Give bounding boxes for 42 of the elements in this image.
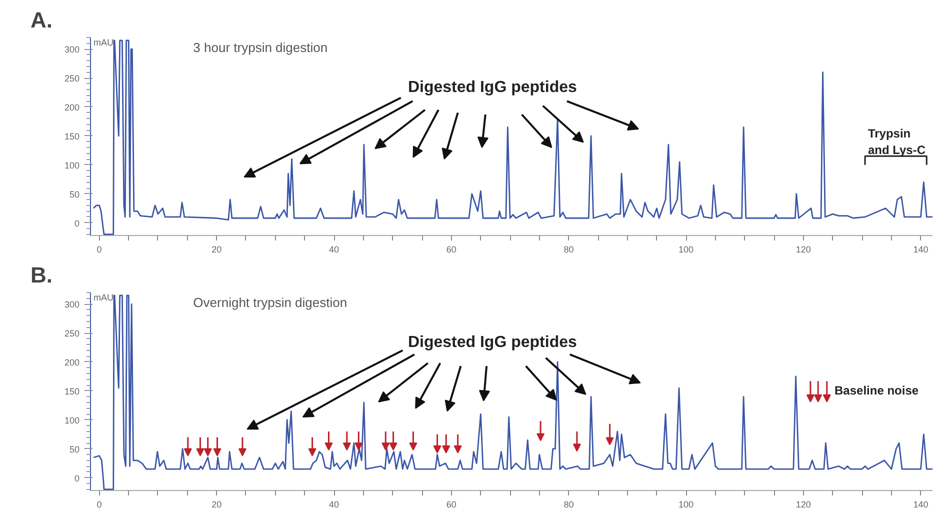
x-tick-label: 100 xyxy=(678,500,694,510)
y-tick-label: 200 xyxy=(64,357,80,368)
annotation: Baseline noise xyxy=(834,383,919,398)
x-tick-label: 40 xyxy=(329,244,340,254)
x-tick-label: 120 xyxy=(796,500,811,510)
y-tick-label: 0 xyxy=(74,473,80,484)
chart-title: B. xyxy=(30,262,52,288)
x-tick-label: 0 xyxy=(96,244,102,254)
x-tick-label: 0 xyxy=(96,500,102,510)
annotation: Digested IgG peptides xyxy=(408,78,577,96)
y-tick-label: 100 xyxy=(64,160,80,170)
line-series xyxy=(92,294,932,490)
x-tick-label: 60 xyxy=(446,500,456,510)
annotation: Trypsin and Lys-C xyxy=(868,126,926,158)
y-tick-label: 50 xyxy=(69,444,80,454)
y-axis-title: mAU xyxy=(94,38,114,48)
chart-subtitle: Overnight trypsin digestion xyxy=(193,294,348,310)
y-tick-label: 0 xyxy=(74,218,80,228)
chart-subtitle: 3 hour trypsin digestion xyxy=(193,40,328,55)
y-tick-label: 50 xyxy=(69,189,80,200)
y-axis-title: mAU xyxy=(94,292,114,302)
x-tick-label: 140 xyxy=(913,244,928,254)
y-tick-label: 300 xyxy=(64,300,80,310)
y-tick-label: 150 xyxy=(64,131,80,142)
y-tick-label: 150 xyxy=(64,386,80,396)
x-tick-label: 20 xyxy=(212,244,222,254)
annotation: Digested IgG peptides xyxy=(408,334,577,351)
y-tick-label: 100 xyxy=(64,415,80,426)
x-tick-label: 80 xyxy=(564,244,574,254)
line-series xyxy=(92,40,932,236)
y-tick-label: 300 xyxy=(64,44,80,55)
x-tick-label: 100 xyxy=(678,244,694,254)
x-tick-label: 40 xyxy=(329,500,340,510)
y-tick-label: 200 xyxy=(64,102,80,112)
y-tick-label: 250 xyxy=(64,74,80,84)
x-tick-label: 140 xyxy=(913,500,928,510)
x-tick-label: 120 xyxy=(796,244,811,254)
x-tick-label: 60 xyxy=(446,244,456,254)
y-tick-label: 250 xyxy=(64,328,80,339)
x-tick-label: 80 xyxy=(564,500,574,510)
x-tick-label: 20 xyxy=(212,500,222,510)
chart-title: A. xyxy=(30,8,52,32)
